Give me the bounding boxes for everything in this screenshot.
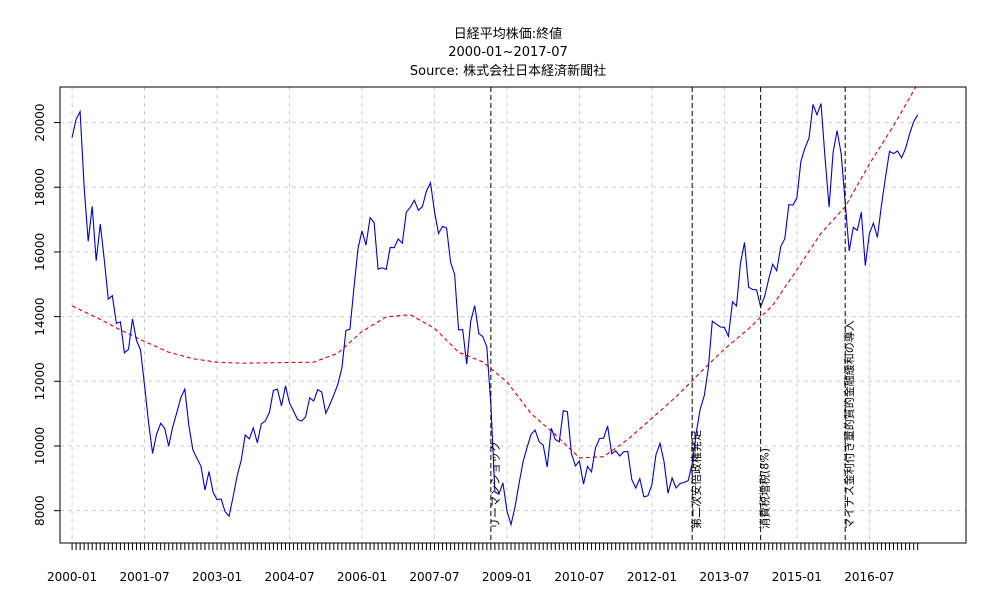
y-tick-label: 8000 <box>33 495 47 526</box>
y-tick-label: 10000 <box>33 427 47 465</box>
axes: 8000 10000 12000 14000 16000 18000 20000 2000-0… <box>33 86 967 584</box>
close-layer <box>71 103 919 527</box>
chart-source: Source: 株式会社日本経済新聞社 <box>410 63 606 79</box>
y-tick-label: 20000 <box>33 103 47 141</box>
x-tick-label: 2016-07 <box>844 570 894 584</box>
x-tick-label: 2010-07 <box>554 570 604 584</box>
grid <box>60 87 966 543</box>
plot-frame <box>59 86 967 544</box>
x-tick-label: 2004-07 <box>264 570 314 584</box>
x-tick-label: 2001-07 <box>119 570 169 584</box>
event-label: マイナス金利付き量的質的金融緩和の導入 <box>842 320 856 529</box>
x-tick-label: 2003-01 <box>192 570 242 584</box>
x-tick-label: 2012-01 <box>627 570 677 584</box>
x-tick-label: 2006-01 <box>337 570 387 584</box>
y-tick-label: 16000 <box>33 233 47 271</box>
trend-line <box>71 87 917 459</box>
event-layer: リーマンショック 第二次安倍政権発足 消費税増税(8%) マイナス金利付き量的質的金融… <box>489 87 856 543</box>
x-tick-label: 2007-07 <box>409 570 459 584</box>
y-tick-label: 12000 <box>33 362 47 400</box>
event-label: リーマンショック <box>489 441 502 529</box>
close-price-line <box>71 103 919 527</box>
x-tick-label: 2015-01 <box>772 570 822 584</box>
x-tick-label: 2013-07 <box>699 570 749 584</box>
trend-layer <box>71 87 917 459</box>
chart-subtitle: 2000-01~2017-07 <box>448 45 568 60</box>
event-label: 消費税増税(8%) <box>758 448 772 529</box>
chart-title: 日経平均株価:終値 <box>454 26 562 42</box>
event-label: 第二次安倍政権発足 <box>689 430 703 529</box>
y-tick-label: 18000 <box>33 168 47 206</box>
x-tick-label: 2000-01 <box>47 570 97 584</box>
x-tick-label: 2009-01 <box>482 570 532 584</box>
y-tick-label: 14000 <box>33 298 47 336</box>
